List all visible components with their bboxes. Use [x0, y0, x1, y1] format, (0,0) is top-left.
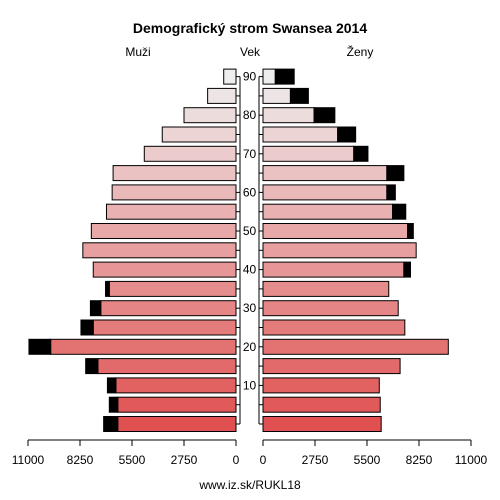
male-excess-bar-30-34	[89, 300, 102, 317]
males-label: Muži	[125, 45, 150, 59]
female-bar-25-29	[262, 319, 406, 336]
male-bar-80-84	[183, 107, 237, 124]
footer-text: www.iz.sk/RUKL18	[198, 478, 301, 492]
male-bar-15-19	[97, 358, 237, 375]
female-excess-bar-50-54	[407, 223, 414, 239]
female-x-tick-label: 11000	[455, 453, 488, 467]
male-x-tick-label: 11000	[12, 453, 45, 467]
female-bar-70-74	[262, 145, 355, 162]
female-bar-30-34	[262, 300, 399, 317]
male-bar-0-4	[117, 416, 237, 432]
female-bar-20-24	[262, 338, 449, 355]
female-bar-40-44	[262, 261, 405, 278]
male-x-tick-label: 5500	[119, 453, 146, 467]
female-bar-15-19	[262, 358, 401, 375]
female-bar-45-49	[262, 242, 417, 259]
male-bar-90+	[223, 68, 237, 85]
age-tick-label: 70	[243, 147, 257, 161]
age-tick-label: 30	[243, 301, 257, 315]
male-excess-bar-5-9	[108, 396, 119, 413]
male-bar-50-54	[90, 223, 237, 239]
male-excess-bar-15-19	[85, 358, 99, 375]
female-excess-bar-40-44	[403, 261, 411, 278]
female-bar-55-59	[262, 203, 394, 220]
female-excess-bar-85-89	[289, 87, 309, 104]
male-bar-35-39	[108, 280, 237, 297]
male-bar-5-9	[117, 396, 237, 413]
female-excess-bar-70-74	[353, 145, 369, 162]
female-bar-50-54	[262, 223, 409, 239]
females-label: Ženy	[347, 44, 374, 59]
female-excess-bar-60-64	[386, 184, 396, 201]
female-bar-75-79	[262, 126, 339, 143]
male-x-tick-label: 2750	[171, 453, 198, 467]
male-x-tick-label: 0	[233, 453, 240, 467]
male-excess-bar-35-39	[105, 280, 110, 297]
female-bar-90+	[262, 68, 276, 85]
female-bar-65-69	[262, 165, 388, 182]
male-excess-bar-0-4	[103, 416, 119, 432]
age-tick-label: 20	[243, 340, 257, 354]
male-bar-30-34	[100, 300, 237, 317]
female-x-tick-label: 5500	[354, 453, 381, 467]
age-tick-label: 90	[243, 70, 257, 84]
female-bar-10-14	[262, 377, 380, 394]
male-bar-10-14	[115, 377, 237, 394]
female-excess-bar-80-84	[313, 107, 336, 124]
female-bar-0-4	[262, 416, 382, 432]
female-excess-bar-55-59	[392, 203, 407, 220]
male-excess-bar-20-24	[28, 338, 52, 355]
male-bar-70-74	[143, 145, 237, 162]
male-bar-60-64	[111, 184, 237, 201]
female-bar-35-39	[262, 280, 390, 297]
male-bar-45-49	[82, 242, 237, 259]
female-x-tick-label: 2750	[302, 453, 329, 467]
age-axis-label: Vek	[240, 45, 261, 59]
male-bar-20-24	[50, 338, 237, 355]
male-x-tick-label: 8250	[67, 453, 94, 467]
female-bar-5-9	[262, 396, 381, 413]
age-tick-label: 60	[243, 185, 257, 199]
male-bar-75-79	[161, 126, 237, 143]
age-tick-label: 40	[243, 263, 257, 277]
age-tick-label: 10	[243, 378, 257, 392]
female-bar-85-89	[262, 87, 291, 104]
male-bar-85-89	[207, 87, 237, 104]
female-excess-bar-75-79	[337, 126, 357, 143]
female-bar-80-84	[262, 107, 315, 124]
male-excess-bar-25-29	[80, 319, 94, 336]
female-bar-60-64	[262, 184, 388, 201]
female-x-tick-label: 0	[260, 453, 267, 467]
male-bar-55-59	[105, 203, 237, 220]
male-bar-40-44	[92, 261, 237, 278]
male-bar-65-69	[112, 165, 237, 182]
chart-title: Demografický strom Swansea 2014	[133, 20, 367, 36]
male-excess-bar-10-14	[106, 377, 117, 394]
age-tick-label: 80	[243, 108, 257, 122]
female-excess-bar-65-69	[386, 165, 405, 182]
female-x-tick-label: 8250	[406, 453, 433, 467]
male-bar-25-29	[92, 319, 237, 336]
age-tick-label: 50	[243, 224, 257, 238]
female-excess-bar-90+	[274, 68, 295, 85]
